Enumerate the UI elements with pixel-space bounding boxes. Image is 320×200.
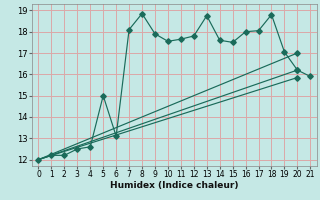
X-axis label: Humidex (Indice chaleur): Humidex (Indice chaleur)	[110, 181, 239, 190]
